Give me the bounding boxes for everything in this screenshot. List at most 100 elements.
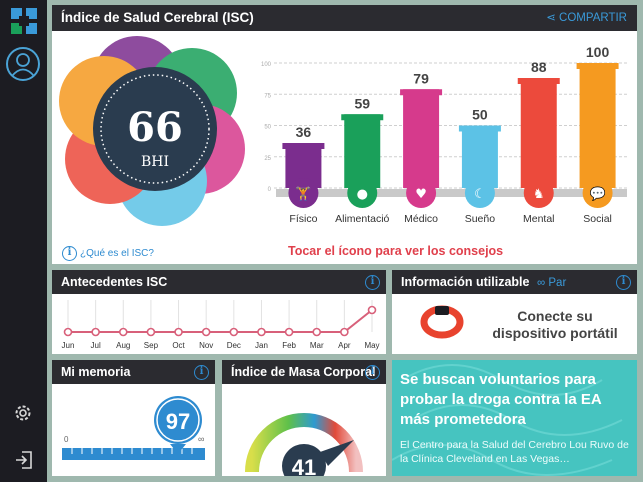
panel-title: Antecedentes ISC: [61, 275, 168, 289]
history-point[interactable]: [174, 327, 183, 337]
heart-icon-glyph: ♥: [415, 187, 427, 202]
info-icon[interactable]: i: [616, 275, 631, 290]
bar-value-label: 79: [413, 70, 429, 86]
bmi-panel[interactable]: Índice de Masa Corporal i 41: [222, 360, 386, 482]
history-month-label: Dec: [227, 341, 241, 350]
chart-grid: 0 25 50 75 100: [261, 62, 627, 197]
memory-track: [62, 448, 205, 460]
memory-value-bubble: [154, 396, 202, 444]
history-point[interactable]: [257, 327, 266, 337]
info-icon[interactable]: i: [194, 365, 209, 380]
pair-button[interactable]: ∞ Par: [536, 277, 567, 289]
history-point[interactable]: [118, 327, 128, 337]
score-ring: [93, 67, 217, 191]
promo-body: El Centro para la Salud del Cerebro Lou …: [400, 439, 629, 465]
category-label: Mental: [523, 213, 555, 225]
history-point[interactable]: [146, 327, 156, 337]
promo-card[interactable]: Se buscan voluntarios para probar la dro…: [392, 360, 637, 476]
share-button[interactable]: ⋖ COMPARTIR: [546, 12, 627, 24]
bar-value-label: 50: [472, 107, 488, 123]
chess-knight-icon-glyph: ♞: [533, 187, 545, 202]
usable-info-panel[interactable]: Información utilizable ∞ Par i Conecte s…: [392, 270, 637, 354]
history-point[interactable]: [340, 327, 349, 337]
bar-value-label: 36: [296, 124, 312, 140]
panel-title: Información utilizable: [401, 275, 530, 289]
history-month-label: May: [364, 341, 379, 350]
bar-cap: [576, 63, 619, 69]
bhi-header: Índice de Salud Cerebral (ISC) ⋖ COMPART…: [52, 5, 637, 31]
history-line: Jun Jul Aug Sep Oct Nov Dec Jan Feb Mar Apr May: [62, 300, 380, 350]
heart-icon[interactable]: [406, 178, 437, 208]
memory-min-label: 0: [64, 435, 69, 444]
memory-value: 97: [166, 409, 190, 434]
history-point[interactable]: [201, 327, 211, 337]
bar-sueño[interactable]: [461, 125, 498, 189]
gear-icon[interactable]: [13, 403, 33, 423]
what-is-bhi-link[interactable]: i ¿Qué es el ISC?: [62, 246, 154, 261]
bar-social[interactable]: [579, 63, 616, 188]
bhi-chart-area: 66 BHI 0 25 50 75 100 36 🏋 Físico 59 ● Alimentaci…: [52, 31, 637, 264]
y-tick-label: 25: [264, 156, 271, 162]
y-tick-label: 75: [264, 93, 271, 99]
bmi-value: 41: [292, 455, 316, 476]
history-point[interactable]: [284, 327, 294, 337]
history-month-label: Mar: [310, 341, 324, 350]
history-point[interactable]: [229, 327, 239, 337]
sidebar: [0, 0, 47, 482]
apple-icon[interactable]: [347, 178, 378, 208]
info-icon: i: [62, 246, 77, 261]
bar-cap: [517, 78, 560, 84]
score-value: 66: [127, 104, 183, 151]
category-label: Social: [583, 213, 612, 225]
bmi-header: Índice de Masa Corporal i: [222, 360, 386, 384]
history-month-label: Sep: [144, 341, 159, 350]
category-label: Físico: [289, 213, 317, 225]
history-point[interactable]: [63, 327, 73, 337]
bmi-arc: [245, 413, 363, 473]
moon-icon[interactable]: [464, 178, 495, 208]
history-header: Antecedentes ISC i: [52, 270, 386, 294]
moon-icon-glyph: ☾: [474, 187, 486, 202]
bmi-gauge: 41: [245, 413, 363, 482]
dumbbell-icon[interactable]: [288, 178, 319, 208]
history-panel[interactable]: Antecedentes ISC i Jun Jul Aug Sep Oct Nov Dec…: [52, 270, 386, 354]
connect-device-text: Conecte su dispositivo portátil: [492, 308, 618, 341]
history-month-label: Aug: [116, 341, 130, 350]
bhi-svg: 66 BHI 0 25 50 75 100 36 🏋 Físico 59 ● Alimentaci…: [59, 36, 627, 226]
bar-médico[interactable]: [403, 89, 440, 188]
info-icon[interactable]: i: [365, 365, 380, 380]
info-icon[interactable]: i: [365, 275, 380, 290]
wearable-band-icon: [420, 305, 464, 339]
history-point[interactable]: [312, 327, 322, 337]
bhi-panel: Índice de Salud Cerebral (ISC) ⋖ COMPART…: [52, 5, 637, 264]
history-chart: Jun Jul Aug Sep Oct Nov Dec Jan Feb Mar Apr May: [62, 300, 380, 350]
share-icon: ⋖: [546, 12, 556, 24]
cleveland-clinic-logo[interactable]: [11, 8, 37, 34]
bar-alimentació[interactable]: [344, 114, 381, 188]
chart-baseline: [276, 189, 627, 197]
speech-bubbles-icon[interactable]: [582, 178, 613, 208]
bar-cap: [282, 143, 325, 149]
promo-title: Se buscan voluntarios para probar la dro…: [400, 371, 602, 428]
memory-panel[interactable]: Mi memoria i 0 ∞ 97: [52, 360, 215, 476]
history-month-label: Oct: [172, 341, 185, 350]
apple-icon-glyph: ●: [357, 187, 368, 202]
bar-mental[interactable]: [520, 78, 557, 188]
history-point[interactable]: [91, 327, 100, 337]
history-month-label: Jan: [255, 341, 268, 350]
logout-icon[interactable]: [13, 449, 35, 471]
profile-icon[interactable]: [6, 47, 40, 81]
history-point[interactable]: [367, 305, 377, 315]
chart-bars: 36 🏋 Físico 59 ● Alimentació 79 ♥ Médico 50 ☾ Sueño…: [282, 44, 619, 225]
bar-value-label: 100: [586, 44, 610, 60]
memory-max-label: ∞: [198, 434, 204, 444]
y-tick-label: 100: [261, 62, 272, 68]
history-month-label: Jul: [91, 341, 101, 350]
bar-value-label: 59: [354, 95, 370, 111]
chess-knight-icon[interactable]: [523, 178, 554, 208]
tip-text: Tocar el ícono para ver los consejos: [288, 244, 504, 258]
promo-background-pattern: [392, 364, 623, 476]
panel-title: Índice de Masa Corporal: [231, 365, 376, 379]
usable-header: Información utilizable ∞ Par i: [392, 270, 637, 294]
y-tick-label: 50: [264, 125, 271, 131]
